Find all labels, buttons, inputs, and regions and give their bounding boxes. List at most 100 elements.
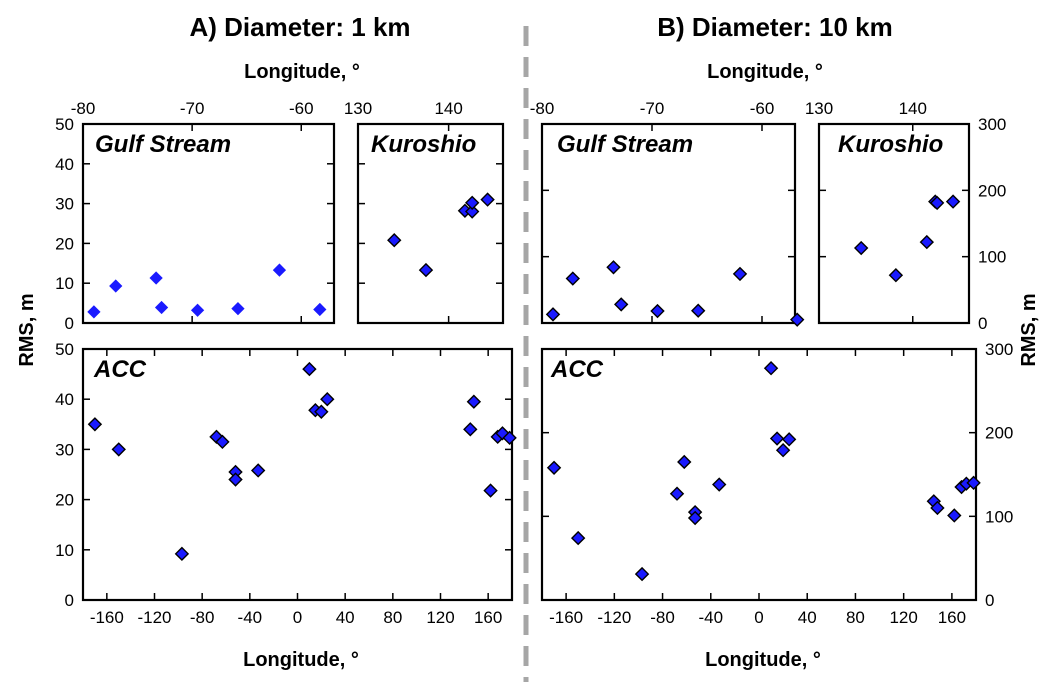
data-point-B-gulf: [734, 268, 746, 280]
x-tick-label: 40: [336, 608, 355, 627]
y-axis-label-left: RMS, m: [16, 293, 38, 366]
x-tick-label: -40: [698, 608, 723, 627]
y-tick-label: 100: [985, 507, 1013, 526]
x-tick-label: 130: [344, 99, 372, 118]
data-point-B-kuro: [947, 195, 959, 207]
x-tick-label: -120: [137, 608, 171, 627]
data-point-A-gulf: [273, 264, 285, 276]
data-point-B-gulf: [651, 305, 663, 317]
data-point-B-acc: [765, 362, 777, 374]
data-point-B-acc: [572, 532, 584, 544]
data-point-A-gulf: [150, 272, 162, 284]
data-point-A-acc: [303, 363, 315, 375]
data-point-B-gulf: [615, 298, 627, 310]
x-tick-label: -70: [640, 99, 665, 118]
data-point-B-gulf: [547, 308, 559, 320]
x-tick-label: 0: [754, 608, 763, 627]
y-tick-label: 50: [55, 340, 74, 359]
y-tick-label: 300: [978, 115, 1006, 134]
x-tick-label: 160: [938, 608, 966, 627]
x-tick-label: 160: [474, 608, 502, 627]
data-point-B-gulf: [607, 261, 619, 273]
data-point-B-acc: [548, 462, 560, 474]
x-tick-label: 130: [805, 99, 833, 118]
y-tick-label: 100: [978, 248, 1006, 267]
x-tick-label: -80: [71, 99, 96, 118]
plot-layer: 0 10 20 30 40 50 -80 -70 -60 Gulf Stream 130 140 Kur…: [55, 99, 1013, 627]
x-axis-label-top-a: Longitude, °: [244, 61, 360, 83]
x-axis-label-top-b: Longitude, °: [707, 61, 823, 83]
region-label-B-kuro: Kuroshio: [838, 131, 943, 158]
x-tick-label: -80: [650, 608, 675, 627]
y-axis-label-right: RMS, m: [1018, 293, 1040, 366]
y-tick-label: 200: [985, 424, 1013, 443]
data-point-A-gulf: [110, 280, 122, 292]
y-tick-label: 0: [985, 591, 994, 610]
region-label-B-gulf: Gulf Stream: [557, 131, 693, 158]
x-tick-label: 40: [798, 608, 817, 627]
y-tick-label: 30: [55, 440, 74, 459]
data-point-A-kuro: [420, 264, 432, 276]
plot-frame-B-acc: [542, 349, 976, 600]
x-tick-label: -160: [549, 608, 583, 627]
y-tick-label: 0: [65, 314, 74, 333]
data-point-B-acc: [671, 488, 683, 500]
y-tick-label: 10: [55, 274, 74, 293]
data-point-A-gulf: [191, 304, 203, 316]
data-point-B-acc: [948, 509, 960, 521]
x-tick-label: -80: [190, 608, 215, 627]
data-point-B-gulf: [567, 272, 579, 284]
y-tick-label: 10: [55, 541, 74, 560]
data-point-A-acc: [464, 423, 476, 435]
data-point-B-acc: [777, 444, 789, 456]
plot-frame-A-acc: [83, 349, 512, 600]
x-tick-label: -60: [750, 99, 775, 118]
region-label-A-gulf: Gulf Stream: [95, 131, 231, 158]
x-tick-label: 0: [293, 608, 302, 627]
data-point-A-acc: [252, 464, 264, 476]
x-tick-label: -60: [289, 99, 314, 118]
panel-title-a: A) Diameter: 1 km: [189, 12, 410, 42]
data-point-A-acc: [113, 443, 125, 455]
y-tick-label: 40: [55, 155, 74, 174]
data-point-A-acc: [176, 548, 188, 560]
data-point-B-gulf: [692, 305, 704, 317]
x-axis-label-bottom-a: Longitude, °: [243, 649, 359, 671]
data-point-A-gulf: [314, 303, 326, 315]
data-point-B-acc: [636, 568, 648, 580]
y-tick-label: 0: [978, 314, 987, 333]
data-point-A-gulf: [232, 302, 244, 314]
data-point-B-acc: [678, 456, 690, 468]
x-tick-label: -120: [597, 608, 631, 627]
panel-title-b: B) Diameter: 10 km: [657, 12, 893, 42]
data-point-A-acc: [468, 396, 480, 408]
y-tick-label: 40: [55, 390, 74, 409]
x-tick-label: 140: [899, 99, 927, 118]
x-tick-label: -160: [90, 608, 124, 627]
y-tick-label: 20: [55, 234, 74, 253]
data-point-A-gulf: [88, 306, 100, 318]
data-point-B-kuro: [855, 242, 867, 254]
data-point-A-acc: [229, 473, 241, 485]
region-label-A-kuro: Kuroshio: [371, 131, 476, 158]
x-tick-label: 140: [434, 99, 462, 118]
data-point-B-acc: [771, 432, 783, 444]
data-point-B-kuro: [890, 269, 902, 281]
x-tick-label: -40: [238, 608, 263, 627]
x-tick-label: 120: [889, 608, 917, 627]
x-tick-label: -70: [180, 99, 205, 118]
data-point-A-kuro: [481, 193, 493, 205]
data-point-B-acc: [713, 478, 725, 490]
x-axis-label-bottom-b: Longitude, °: [705, 649, 821, 671]
x-tick-label: 80: [846, 608, 865, 627]
x-tick-label: 80: [383, 608, 402, 627]
y-tick-label: 300: [985, 340, 1013, 359]
region-label-B-acc: ACC: [550, 356, 604, 383]
y-tick-label: 30: [55, 195, 74, 214]
data-point-A-acc: [484, 484, 496, 496]
data-point-A-kuro: [388, 234, 400, 246]
data-point-A-gulf: [155, 301, 167, 313]
region-label-A-acc: ACC: [93, 356, 147, 383]
y-tick-label: 0: [65, 591, 74, 610]
